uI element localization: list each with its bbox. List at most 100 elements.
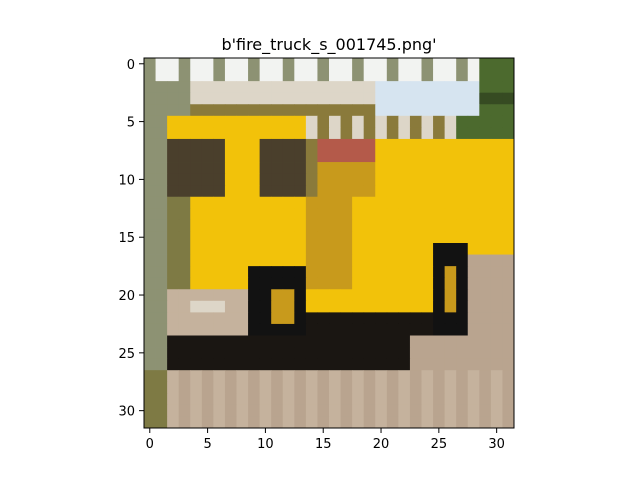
image-pixel <box>248 347 261 360</box>
image-pixel <box>144 138 156 151</box>
image-pixel <box>236 300 249 313</box>
image-pixel <box>167 300 180 313</box>
image-pixel <box>213 393 226 406</box>
image-pixel <box>155 58 168 70</box>
image-pixel <box>386 254 399 267</box>
image-pixel <box>224 127 237 140</box>
image-pixel <box>502 231 515 244</box>
image-pixel <box>294 393 307 406</box>
image-pixel <box>248 243 261 255</box>
image-pixel <box>433 254 446 267</box>
image-pixel <box>409 104 422 117</box>
image-pixel <box>456 162 469 175</box>
image-pixel <box>433 219 446 232</box>
image-pixel <box>352 173 365 186</box>
image-pixel <box>340 323 353 336</box>
image-pixel <box>444 358 457 371</box>
image-pixel <box>317 185 330 198</box>
image-pixel <box>375 219 388 232</box>
image-pixel <box>490 150 503 163</box>
image-pixel <box>294 104 307 117</box>
image-pixel <box>305 58 318 70</box>
image-pixel <box>317 162 330 175</box>
image-pixel <box>421 173 434 186</box>
image-pixel <box>259 104 272 117</box>
image-pixel <box>421 300 434 313</box>
image-pixel <box>178 277 191 290</box>
image-pixel <box>363 347 376 360</box>
image-pixel <box>236 289 249 302</box>
image-pixel <box>467 92 480 105</box>
image-pixel <box>317 266 330 279</box>
image-pixel <box>178 393 191 406</box>
image-pixel <box>271 231 284 244</box>
image-pixel <box>294 58 307 70</box>
image-pixel <box>213 323 226 336</box>
image-pixel <box>490 358 503 371</box>
image-pixel <box>386 277 399 290</box>
image-pixel <box>444 127 457 140</box>
image-pixel <box>271 81 284 94</box>
image-pixel <box>248 196 261 209</box>
image-pixel <box>317 416 330 429</box>
image-pixel <box>444 266 457 279</box>
image-pixel <box>167 358 180 371</box>
y-tick-label: 25 <box>118 347 135 362</box>
image-pixel <box>317 347 330 360</box>
image-pixel <box>317 312 330 325</box>
image-pixel <box>155 138 168 151</box>
image-pixel <box>167 115 180 128</box>
image-pixel <box>213 138 226 151</box>
image-pixel <box>271 173 284 186</box>
image-pixel <box>467 289 480 302</box>
image-pixel <box>329 323 341 336</box>
image-pixel <box>236 404 249 417</box>
image-pixel <box>352 381 365 394</box>
image-pixel <box>375 69 388 82</box>
image-pixel <box>305 277 318 290</box>
image-pixel <box>201 416 214 429</box>
image-pixel <box>224 58 237 70</box>
image-pixel <box>213 289 226 302</box>
image-pixel <box>329 266 341 279</box>
image-pixel <box>305 185 318 198</box>
image-pixel <box>271 347 284 360</box>
image-pixel <box>340 58 353 70</box>
image-pixel <box>467 243 480 255</box>
image-pixel <box>248 300 261 313</box>
image-pixel <box>248 104 261 117</box>
image-pixel <box>155 277 168 290</box>
image-pixel <box>375 381 388 394</box>
image-pixel <box>294 81 307 94</box>
image-pixel <box>144 150 156 163</box>
image-pixel <box>259 393 272 406</box>
image-pixel <box>271 323 284 336</box>
image-pixel <box>155 254 168 267</box>
image-pixel <box>398 115 411 128</box>
image-pixel <box>155 185 168 198</box>
image-pixel <box>502 266 515 279</box>
image-pixel <box>282 323 295 336</box>
image-pixel <box>236 254 249 267</box>
image-pixel <box>375 58 388 70</box>
image-pixel <box>409 243 422 255</box>
image-pixel <box>502 312 515 325</box>
image-pixel <box>329 196 341 209</box>
image-pixel <box>329 347 341 360</box>
image-pixel <box>375 266 388 279</box>
image-pixel <box>224 150 237 163</box>
image-pixel <box>490 312 503 325</box>
image-pixel <box>178 208 191 221</box>
image-pixel <box>155 196 168 209</box>
image-pixel <box>467 335 480 348</box>
image-pixel <box>456 370 469 383</box>
image-pixel <box>467 162 480 175</box>
image-pixel <box>317 323 330 336</box>
image-pixel <box>178 335 191 348</box>
image-pixel <box>456 150 469 163</box>
image-pixel <box>144 416 156 429</box>
image-pixel <box>167 185 180 198</box>
image-pixel <box>352 243 365 255</box>
image-pixel <box>467 300 480 313</box>
image-pixel <box>329 219 341 232</box>
